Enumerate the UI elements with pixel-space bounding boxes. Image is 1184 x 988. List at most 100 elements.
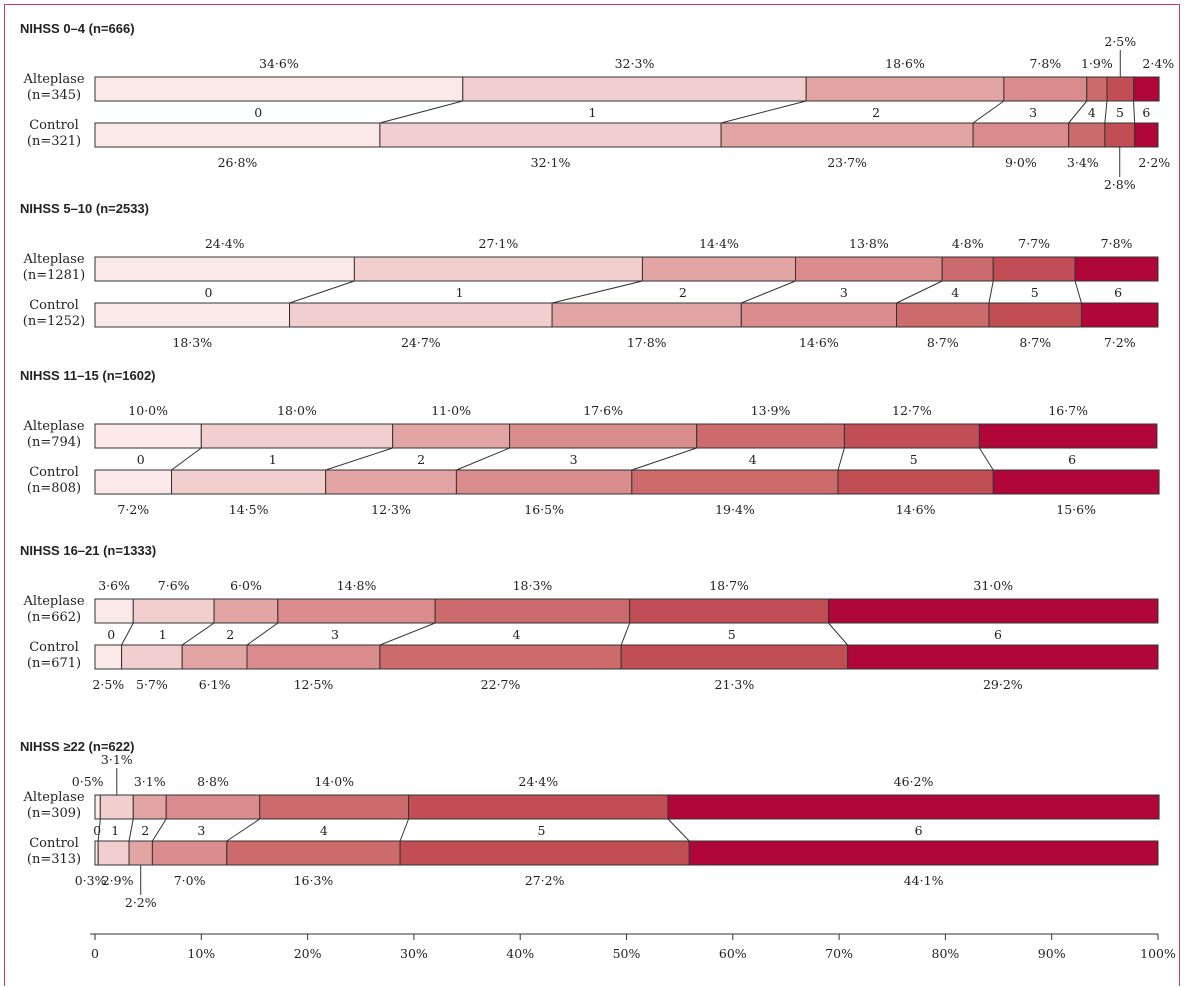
bar-segment	[99, 794, 134, 820]
value-label: 1·9%	[1081, 56, 1113, 71]
category-label: 5	[1031, 285, 1039, 300]
bar-segment	[277, 598, 436, 624]
group-label: Alteplase	[22, 252, 84, 267]
bar-segment	[171, 469, 327, 495]
value-label: 16·7%	[1048, 403, 1088, 418]
value-label: 6·0%	[230, 578, 262, 593]
value-label: 3·6%	[98, 578, 130, 593]
value-label: 12·3%	[371, 502, 411, 517]
panel-title: NIHSS 0–4 (n=666)	[20, 21, 135, 36]
value-label: 17·8%	[627, 335, 667, 350]
connector-line	[1133, 100, 1136, 124]
group-label: Alteplase	[22, 72, 84, 87]
x-tick-label: 70%	[825, 946, 853, 961]
bar-segment	[94, 122, 381, 148]
value-label: 5·7%	[136, 677, 168, 692]
bar-segment	[941, 256, 994, 282]
value-label: 8·8%	[197, 774, 229, 789]
connector-line	[226, 818, 261, 842]
group-label: Control	[29, 836, 79, 851]
bar-segment	[696, 423, 845, 449]
bar-segment	[462, 76, 807, 102]
value-label: 3·1%	[134, 774, 166, 789]
x-tick-label: 90%	[1038, 946, 1066, 961]
bar-segment	[1080, 302, 1159, 328]
category-label: 0	[137, 452, 145, 467]
value-label: 2·2%	[1138, 155, 1170, 170]
value-label: 2·9%	[102, 873, 134, 888]
value-label: 29·2%	[983, 677, 1023, 692]
bar-segment	[246, 644, 381, 670]
bar-segment	[551, 302, 742, 328]
connector-line	[121, 622, 134, 646]
value-label: 26·8%	[218, 155, 258, 170]
value-label: 14·6%	[799, 335, 839, 350]
bar-segment	[1003, 76, 1088, 102]
value-label: 34·6%	[259, 56, 299, 71]
value-label: 24·7%	[401, 335, 441, 350]
value-label: 14·4%	[699, 236, 739, 251]
value-label: 3·1%	[101, 752, 133, 767]
bar-segment	[289, 302, 553, 328]
value-label: 23·7%	[827, 155, 867, 170]
x-tick-label: 60%	[719, 946, 747, 961]
value-label: 16·3%	[294, 873, 334, 888]
value-label: 24·4%	[518, 774, 558, 789]
value-label: 17·6%	[583, 403, 623, 418]
bar-segment	[408, 794, 669, 820]
value-label: 13·8%	[849, 236, 889, 251]
group-n-label: (n=313)	[27, 852, 81, 867]
bar-segment	[629, 598, 829, 624]
connector-line	[1068, 100, 1088, 124]
category-label: 6	[1114, 285, 1122, 300]
category-label: 1	[159, 627, 167, 642]
category-label: 1	[589, 105, 597, 120]
panel-title: NIHSS 5–10 (n=2533)	[20, 201, 149, 216]
value-label: 7·6%	[158, 578, 190, 593]
value-label: 27·2%	[525, 873, 565, 888]
bar-segment	[379, 644, 622, 670]
bar-segment	[94, 423, 202, 449]
bar-segment	[837, 469, 994, 495]
bar-segment	[509, 423, 698, 449]
bar-segment	[259, 794, 410, 820]
category-label: 6	[915, 823, 923, 838]
bar-segment	[94, 598, 134, 624]
connector-line	[97, 818, 101, 842]
category-label: 4	[320, 823, 328, 838]
value-label: 9·0%	[1005, 155, 1037, 170]
group-label: Alteplase	[22, 419, 84, 434]
category-label: 6	[994, 627, 1002, 642]
bar-segment	[1133, 76, 1160, 102]
value-label: 2·4%	[1142, 56, 1174, 71]
connector-line	[741, 280, 796, 304]
x-tick-label: 80%	[932, 946, 960, 961]
category-label: 2	[141, 823, 149, 838]
connector-line	[246, 622, 279, 646]
bar-segment	[631, 469, 839, 495]
value-label: 4·8%	[952, 236, 984, 251]
bar-segment	[226, 840, 401, 866]
group-n-label: (n=808)	[27, 481, 81, 496]
bar-segment	[392, 423, 511, 449]
x-tick-label: 0	[91, 946, 99, 961]
bar-segment	[94, 76, 464, 102]
value-label: 3·4%	[1067, 155, 1099, 170]
connector-line	[667, 818, 690, 842]
bar-segment	[132, 598, 215, 624]
panel-title: NIHSS ≥22 (n=622)	[20, 739, 134, 754]
bar-segment	[620, 644, 849, 670]
bar-segment	[1104, 122, 1136, 148]
category-label: 3	[197, 823, 205, 838]
connector-line	[128, 818, 134, 842]
panel-title: NIHSS 11–15 (n=1602)	[20, 368, 156, 383]
bar-segment	[181, 644, 248, 670]
bar-segment	[972, 122, 1070, 148]
category-label: 4	[749, 452, 757, 467]
connector-line	[972, 100, 1005, 124]
category-label: 6	[1068, 452, 1076, 467]
x-tick-label: 50%	[613, 946, 641, 961]
value-label: 7·8%	[1029, 56, 1061, 71]
value-label: 2·5%	[92, 677, 124, 692]
group-n-label: (n=309)	[27, 806, 81, 821]
